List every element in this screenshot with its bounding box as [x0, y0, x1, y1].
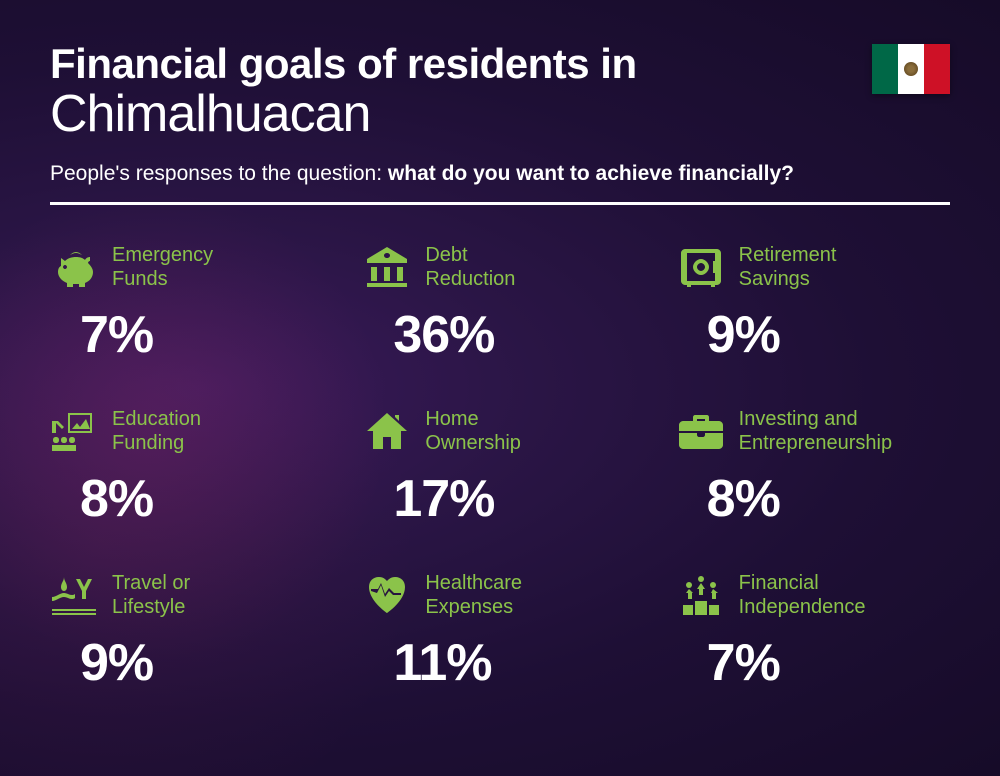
- stat-label: Debt Reduction: [425, 243, 515, 291]
- title-prefix: Financial goals of residents in: [50, 40, 950, 88]
- healthcare-icon: [363, 571, 411, 619]
- stat-emergency-funds: Emergency Funds 7%: [50, 243, 323, 365]
- subtitle-prefix: People's responses to the question:: [50, 162, 388, 185]
- stat-head: Healthcare Expenses: [363, 571, 636, 619]
- stat-label: Financial Independence: [739, 571, 866, 619]
- flag-mexico: [872, 44, 950, 94]
- stat-value: 7%: [80, 305, 323, 365]
- podium-icon: [677, 571, 725, 619]
- stat-label: Travel or Lifestyle: [112, 571, 190, 619]
- flag-stripe-red: [924, 44, 950, 94]
- subtitle: People's responses to the question: what…: [50, 162, 950, 186]
- briefcase-icon: [677, 407, 725, 455]
- flag-emblem: [904, 62, 918, 76]
- stat-head: Home Ownership: [363, 407, 636, 455]
- stat-value: 17%: [393, 469, 636, 529]
- stat-head: Investing and Entrepreneurship: [677, 407, 950, 455]
- stat-value: 36%: [393, 305, 636, 365]
- stat-travel-lifestyle: Travel or Lifestyle 9%: [50, 571, 323, 693]
- stat-head: Emergency Funds: [50, 243, 323, 291]
- education-icon: [50, 407, 98, 455]
- home-icon: [363, 407, 411, 455]
- stat-head: Retirement Savings: [677, 243, 950, 291]
- travel-icon: [50, 571, 98, 619]
- stat-value: 8%: [707, 469, 950, 529]
- stat-label: Healthcare Expenses: [425, 571, 522, 619]
- stat-healthcare-expenses: Healthcare Expenses 11%: [363, 571, 636, 693]
- stat-head: Travel or Lifestyle: [50, 571, 323, 619]
- infographic-container: Financial goals of residents in Chimalhu…: [0, 0, 1000, 733]
- stat-retirement-savings: Retirement Savings 9%: [677, 243, 950, 365]
- piggy-bank-icon: [50, 243, 98, 291]
- stat-investing-entrepreneurship: Investing and Entrepreneurship 8%: [677, 407, 950, 529]
- stat-value: 11%: [393, 633, 636, 693]
- subtitle-question: what do you want to achieve financially?: [388, 162, 794, 185]
- stat-label: Investing and Entrepreneurship: [739, 407, 892, 455]
- header: Financial goals of residents in Chimalhu…: [50, 40, 950, 205]
- stat-value: 7%: [707, 633, 950, 693]
- flag-stripe-green: [872, 44, 898, 94]
- stat-label: Education Funding: [112, 407, 201, 455]
- stat-home-ownership: Home Ownership 17%: [363, 407, 636, 529]
- stat-label: Retirement Savings: [739, 243, 837, 291]
- divider: [50, 202, 950, 205]
- stat-label: Home Ownership: [425, 407, 521, 455]
- stat-label: Emergency Funds: [112, 243, 213, 291]
- stat-financial-independence: Financial Independence 7%: [677, 571, 950, 693]
- flag-stripe-white: [898, 44, 924, 94]
- stats-grid: Emergency Funds 7% Debt Reduction 36%: [50, 243, 950, 693]
- stat-debt-reduction: Debt Reduction 36%: [363, 243, 636, 365]
- title-location: Chimalhuacan: [50, 84, 950, 144]
- stat-value: 8%: [80, 469, 323, 529]
- safe-icon: [677, 243, 725, 291]
- stat-value: 9%: [707, 305, 950, 365]
- stat-education-funding: Education Funding 8%: [50, 407, 323, 529]
- stat-head: Education Funding: [50, 407, 323, 455]
- bank-icon: [363, 243, 411, 291]
- stat-head: Financial Independence: [677, 571, 950, 619]
- stat-head: Debt Reduction: [363, 243, 636, 291]
- stat-value: 9%: [80, 633, 323, 693]
